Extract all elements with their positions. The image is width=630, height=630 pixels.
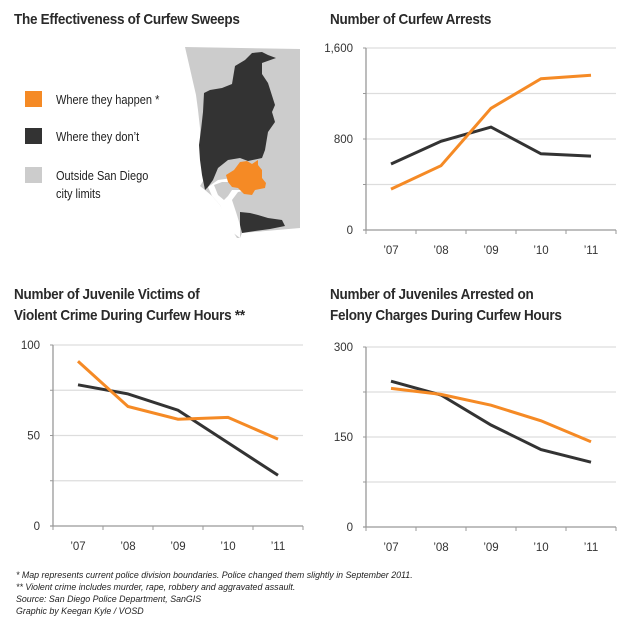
footnote-map: * Map represents current police division… xyxy=(16,570,413,581)
x-tick-label: ’08 xyxy=(433,245,448,257)
legend-swatch-dark xyxy=(25,128,42,144)
x-tick-label: ’07 xyxy=(383,542,398,554)
x-tick-label: ’08 xyxy=(120,541,135,553)
legend-label: Where they happen * xyxy=(56,93,160,107)
legend-label-line: Outside San Diego xyxy=(56,169,149,183)
legend-item-where-they-dont: Where they don’t xyxy=(25,128,151,146)
map-where-they-dont xyxy=(199,52,276,190)
x-tick-label: ’09 xyxy=(483,245,498,257)
chart-title-line: Number of Juvenile Victims of xyxy=(14,286,200,303)
legend-label: Where they don’t xyxy=(56,130,140,144)
x-tick-label: ’11 xyxy=(271,541,286,553)
series-line-where-they-happen xyxy=(390,386,592,444)
y-tick-label: 0 xyxy=(34,521,40,533)
chart-title-line: Number of Juveniles Arrested on xyxy=(330,286,534,303)
legend-label: Outside San Diego city limits xyxy=(56,167,148,203)
y-tick-label: 0 xyxy=(347,225,353,237)
y-tick-label: 150 xyxy=(334,432,353,444)
chart-title-curfew-arrests: Number of Curfew Arrests xyxy=(330,9,491,30)
legend-item-where-they-happen: Where they happen * xyxy=(25,91,173,109)
y-tick-label: 100 xyxy=(21,340,40,352)
source-credit: Source: San Diego Police Department, San… xyxy=(16,594,202,605)
map-where-they-happen xyxy=(226,160,266,195)
x-tick-label: ’10 xyxy=(220,541,235,553)
main-title: The Effectiveness of Curfew Sweeps xyxy=(14,11,240,28)
chart-title-line: Felony Charges During Curfew Hours xyxy=(330,307,562,324)
x-tick-label: ’09 xyxy=(170,541,185,553)
y-tick-label: 300 xyxy=(334,342,353,354)
legend-label-line: city limits xyxy=(56,187,101,201)
footnote-violent-crime: ** Violent crime includes murder, rape, … xyxy=(16,582,296,593)
y-tick-label: 1,600 xyxy=(324,43,353,55)
map-where-they-dont-south xyxy=(240,212,285,233)
footnotes: * Map represents current police division… xyxy=(16,570,443,618)
legend-swatch-orange xyxy=(25,91,42,107)
x-tick-label: ’07 xyxy=(383,245,398,257)
x-tick-label: ’10 xyxy=(533,245,548,257)
x-tick-label: ’08 xyxy=(433,542,448,554)
chart-title-line: Violent Crime During Curfew Hours ** xyxy=(14,307,245,324)
graphic-credit: Graphic by Keegan Kyle / VOSD xyxy=(16,606,144,617)
x-tick-label: ’11 xyxy=(584,245,599,257)
x-tick-label: ’10 xyxy=(533,542,548,554)
chart-title-juvenile-victims: Number of Juvenile Victims of Violent Cr… xyxy=(14,284,245,326)
x-tick-label: ’07 xyxy=(70,541,85,553)
chart-title-juveniles-arrested-felony: Number of Juveniles Arrested on Felony C… xyxy=(330,284,562,326)
x-tick-label: ’11 xyxy=(584,542,599,554)
y-tick-label: 0 xyxy=(347,522,353,534)
y-tick-label: 800 xyxy=(334,134,353,146)
x-tick-label: ’09 xyxy=(483,542,498,554)
legend-item-outside-city-limits: Outside San Diego city limits xyxy=(25,167,161,203)
y-tick-label: 50 xyxy=(27,431,40,443)
chart-title-line: Number of Curfew Arrests xyxy=(330,11,492,28)
legend-swatch-light xyxy=(25,167,42,183)
